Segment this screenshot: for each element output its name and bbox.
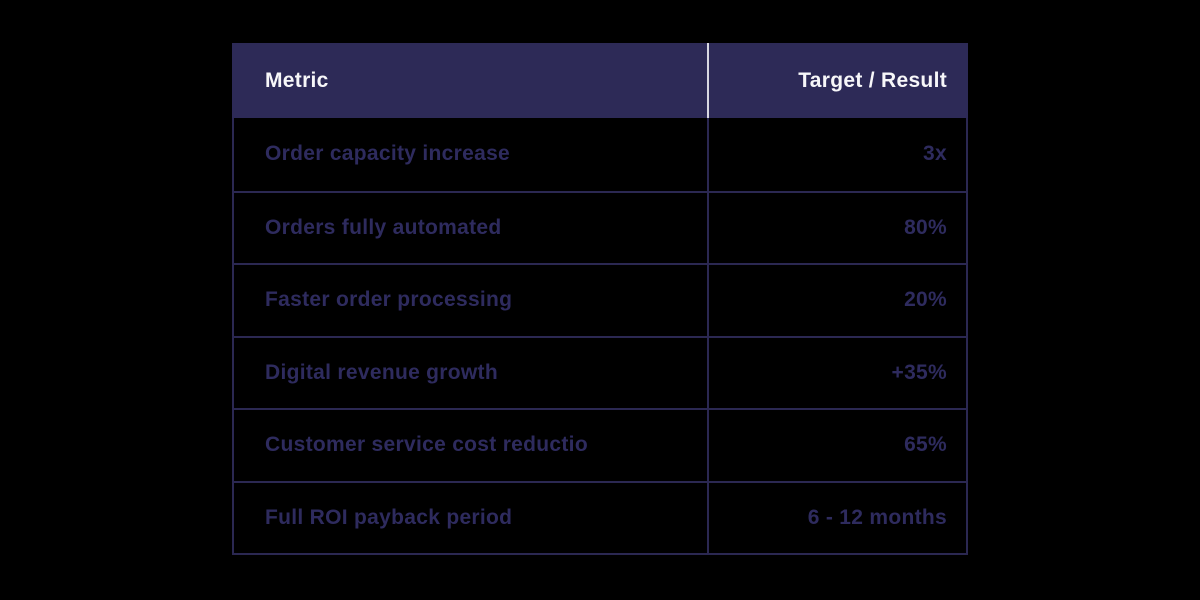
table-row: Orders fully automated 80% [234, 190, 966, 263]
value-cell: 3x [923, 142, 947, 166]
metric-cell: Orders fully automated [234, 192, 709, 263]
metric-cell: Faster order processing [234, 265, 709, 336]
table-body: Order capacity increase 3x Orders fully … [232, 118, 968, 555]
metric-cell: Customer service cost reductio [234, 410, 709, 481]
table-row: Faster order processing 20% [234, 263, 966, 336]
metric-cell: Digital revenue growth [234, 337, 709, 408]
value-cell: 6 - 12 months [807, 505, 947, 529]
metric-cell: Full ROI payback period [234, 482, 709, 553]
table-row: Customer service cost reductio 65% [234, 408, 966, 481]
metric-cell: Order capacity increase [234, 118, 709, 191]
table-row: Digital revenue growth +35% [234, 335, 966, 408]
table-row: Full ROI payback period 6 - 12 months [234, 480, 966, 553]
value-cell: 80% [904, 215, 947, 239]
column-header-metric: Metric [232, 43, 709, 118]
table-row: Order capacity increase 3x [234, 118, 966, 191]
table-header-row: Metric Target / Result [232, 43, 968, 118]
value-cell: 20% [904, 288, 947, 312]
value-cell: 65% [904, 433, 947, 457]
roi-results-table: Metric Target / Result Order capacity in… [232, 43, 968, 555]
value-cell: +35% [891, 360, 947, 384]
column-header-target-result: Target / Result [798, 68, 947, 92]
